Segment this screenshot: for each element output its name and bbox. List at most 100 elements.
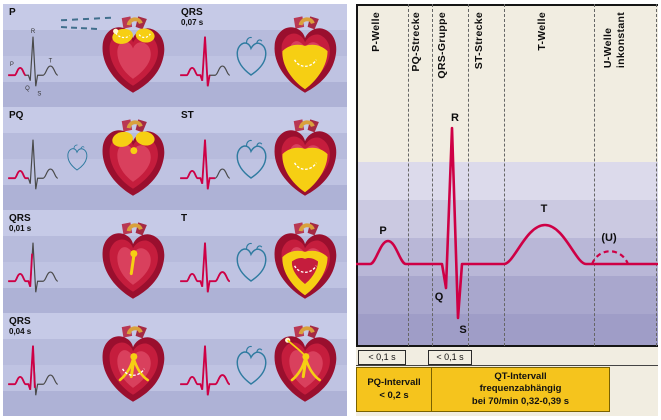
ecg-base-curve	[7, 139, 59, 190]
outline-heart-icon	[67, 144, 88, 171]
ecg-highlight-curve	[179, 344, 231, 397]
heart-body	[100, 117, 167, 198]
ecg-mini-trace	[7, 344, 59, 396]
ecg-highlight-curve	[7, 169, 30, 180]
column-header-text: P-Welle	[370, 12, 382, 52]
q-wave-label: Q	[435, 291, 444, 303]
ecg-highlight-curve	[179, 241, 231, 294]
column-header-st-strecke: ST-Strecke	[473, 12, 486, 69]
ventricle-highlight	[282, 147, 328, 193]
s-letter: S	[37, 91, 41, 97]
s-wave-label: S	[459, 324, 466, 336]
phase-duration: 0,07 s	[181, 18, 204, 27]
ecg-mini-trace	[179, 344, 231, 397]
phase-panel-qrs-001: QRS 0,01 s	[3, 210, 175, 313]
column-divider	[504, 4, 505, 346]
duration-text: < 0,1 s	[436, 352, 464, 362]
ecg-mini-trace	[179, 35, 231, 88]
outline-heart-shape	[236, 345, 267, 385]
outline-heart-shape	[236, 36, 267, 76]
ecg-mini-trace	[179, 241, 231, 294]
phase-panel-p: P R T P Q S	[3, 4, 175, 107]
column-header-text: ST-Strecke	[473, 12, 485, 70]
ecg-curve	[356, 126, 658, 320]
phase-label: QRS	[181, 7, 203, 18]
column-divider	[432, 4, 433, 346]
ecg-highlight-curve	[179, 35, 211, 88]
phase-panel-grid: P R T P Q S QRS 0,07 s	[3, 4, 347, 416]
ecg-highlight-curve	[179, 138, 217, 191]
ecg-highlight-curve	[7, 66, 27, 77]
phase-panel-conduction-system	[175, 313, 347, 416]
phase-label: QRS	[9, 213, 31, 224]
r-letter: R	[31, 29, 36, 35]
interval-line: bei 70/min 0,32-0,39 s	[471, 395, 570, 407]
outline-heart-icon	[236, 242, 267, 282]
heart-illustration-atria-excited	[100, 14, 167, 95]
column-divider	[656, 4, 657, 346]
t-wave-label: T	[541, 203, 548, 215]
p-wave-duration-box: < 0,1 s	[358, 350, 406, 365]
column-header-text2: inkonstant	[615, 12, 627, 69]
outline-heart-icon	[236, 139, 267, 179]
ventricle-highlight	[282, 44, 328, 90]
annotation-dash-line	[60, 26, 98, 30]
column-divider	[468, 4, 469, 346]
heart-illustration-ventricles-excited	[272, 14, 339, 95]
phase-label: T	[181, 213, 188, 224]
qt-interval-box: QT-Intervall frequenzabhängig bei 70/min…	[431, 367, 610, 412]
interval-line: frequenzabhängig	[479, 383, 562, 395]
column-header-text: QRS-Gruppe	[436, 12, 448, 79]
ecg-mini-trace: R T P Q S	[7, 29, 59, 97]
p-wave-label: P	[379, 225, 386, 237]
interval-line: QT-Intervall	[494, 370, 547, 382]
heart-illustration-septum-start	[100, 220, 167, 301]
duration-text: < 0,1 s	[368, 352, 396, 362]
phase-panel-st: ST	[175, 107, 347, 210]
outline-heart-shape	[236, 139, 267, 179]
outline-heart-shape	[236, 242, 267, 282]
phase-panel-qrs-007: QRS 0,07 s	[175, 4, 347, 107]
column-header-text: PQ-Strecke	[410, 12, 422, 72]
outline-heart-icon	[236, 345, 267, 385]
ecg-base-curve	[7, 242, 59, 293]
interval-line: PQ-Intervall	[367, 377, 421, 389]
ecg-mini-trace	[7, 139, 59, 190]
column-header-text: U-Welle	[602, 27, 614, 69]
heart-illustration-av-delay	[100, 117, 167, 198]
phase-label: PQ	[9, 110, 24, 121]
heart-illustration-conduction-tree	[272, 323, 339, 404]
u-wave-label: (U)	[601, 232, 617, 244]
p-letter: P	[10, 62, 14, 68]
phase-panel-t: T	[175, 210, 347, 313]
chart-left-border	[356, 4, 358, 347]
pq-interval-box: PQ-Intervall < 0,2 s	[356, 367, 432, 412]
ecg-mini-trace	[179, 138, 231, 191]
chart-bottom-border	[356, 345, 658, 347]
r-wave-label: R	[451, 112, 459, 124]
column-header-u-welle: U-Welle inkonstant	[602, 12, 628, 68]
q-letter: Q	[25, 86, 30, 92]
interval-line: < 0,2 s	[379, 389, 409, 401]
ecg-highlight-curve	[7, 344, 36, 391]
column-header-qrs-gruppe: QRS-Gruppe	[436, 12, 449, 79]
ecg-highlight-curve	[7, 252, 33, 288]
chart-top-border	[356, 4, 658, 6]
qrs-duration-box: < 0,1 s	[428, 350, 472, 365]
phase-label: QRS	[9, 316, 31, 327]
av-node-icon	[130, 147, 138, 155]
column-header-p-welle: P-Welle	[370, 12, 383, 52]
column-header-pq-strecke: PQ-Strecke	[410, 12, 423, 72]
outline-heart-icon	[236, 36, 267, 76]
ecg-mini-trace	[7, 242, 59, 293]
phase-label: P	[9, 7, 16, 18]
chart-sub-border	[356, 365, 658, 366]
phase-panel-qrs-004: QRS 0,04 s	[3, 313, 175, 416]
phase-duration: 0,04 s	[9, 327, 32, 336]
u-wave-dashed-curve	[590, 250, 630, 265]
outline-heart-shape	[67, 144, 88, 171]
column-divider	[594, 4, 595, 346]
phase-duration: 0,01 s	[9, 224, 32, 233]
heart-illustration-repolarizing	[272, 220, 339, 301]
